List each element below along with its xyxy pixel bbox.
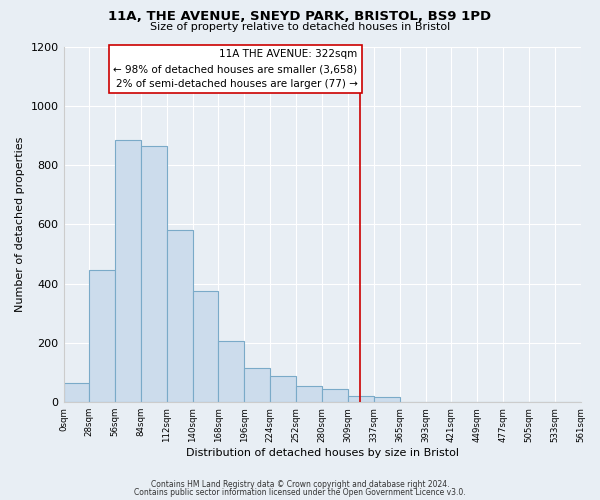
Text: 11A THE AVENUE: 322sqm
← 98% of detached houses are smaller (3,658)
2% of semi-d: 11A THE AVENUE: 322sqm ← 98% of detached… <box>113 50 358 89</box>
Bar <box>89 270 115 402</box>
Bar <box>322 389 348 402</box>
Bar <box>167 230 193 402</box>
Bar <box>193 291 218 402</box>
Bar <box>348 396 374 402</box>
Bar <box>244 368 270 402</box>
Bar <box>270 376 296 402</box>
Bar <box>115 140 141 402</box>
Y-axis label: Number of detached properties: Number of detached properties <box>15 136 25 312</box>
Text: Contains HM Land Registry data © Crown copyright and database right 2024.: Contains HM Land Registry data © Crown c… <box>151 480 449 489</box>
Bar <box>218 342 244 402</box>
X-axis label: Distribution of detached houses by size in Bristol: Distribution of detached houses by size … <box>185 448 458 458</box>
Bar <box>296 386 322 402</box>
Text: Size of property relative to detached houses in Bristol: Size of property relative to detached ho… <box>150 22 450 32</box>
Text: Contains public sector information licensed under the Open Government Licence v3: Contains public sector information licen… <box>134 488 466 497</box>
Bar <box>141 146 167 402</box>
Bar <box>374 397 400 402</box>
Bar <box>64 383 89 402</box>
Text: 11A, THE AVENUE, SNEYD PARK, BRISTOL, BS9 1PD: 11A, THE AVENUE, SNEYD PARK, BRISTOL, BS… <box>109 10 491 23</box>
